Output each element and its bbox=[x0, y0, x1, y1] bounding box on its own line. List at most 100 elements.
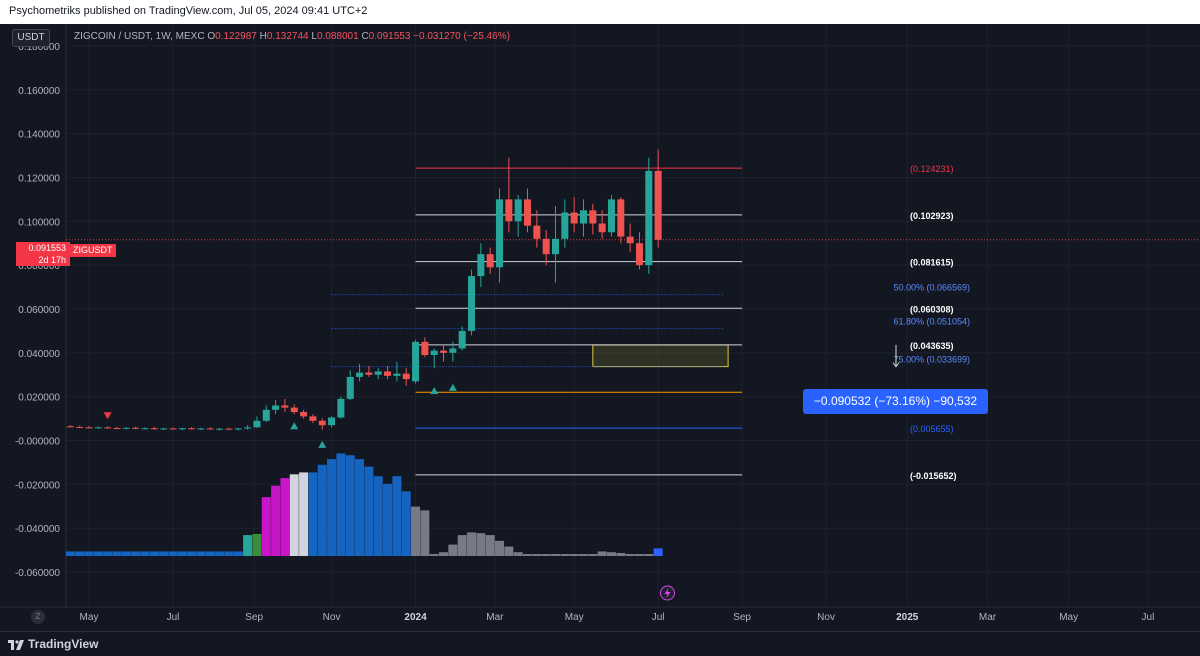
y-tick-label: 0.100000 bbox=[18, 217, 60, 228]
indicator-bar bbox=[532, 554, 542, 556]
ohlc-legend: ZIGCOIN / USDT, 1W, MEXC O0.122987 H0.13… bbox=[74, 31, 510, 42]
candle-body bbox=[150, 428, 158, 430]
candle-body bbox=[66, 426, 74, 428]
indicator-bar bbox=[308, 472, 318, 556]
indicator-bar bbox=[373, 476, 383, 556]
indicator-bar bbox=[65, 551, 75, 556]
indicator-bar bbox=[215, 551, 225, 556]
candle-body bbox=[290, 407, 298, 413]
publish-header: Psychometriks published on TradingView.c… bbox=[0, 0, 1200, 25]
legend-h-key: H bbox=[259, 31, 267, 42]
indicator-bar bbox=[224, 551, 234, 556]
candle-body bbox=[76, 426, 84, 428]
indicator-bar bbox=[616, 552, 626, 556]
candle-body bbox=[225, 428, 233, 430]
indicator-bar bbox=[177, 551, 187, 556]
indicator-bar bbox=[625, 554, 635, 556]
candle-body bbox=[458, 330, 466, 349]
candle-body bbox=[393, 373, 401, 376]
candle-body bbox=[356, 372, 364, 377]
indicator-bar bbox=[187, 551, 197, 556]
indicator-bar bbox=[159, 551, 169, 556]
candle-body bbox=[505, 199, 513, 222]
indicator-bar bbox=[634, 554, 644, 556]
legend-low: 0.088001 bbox=[316, 31, 359, 42]
candle-body bbox=[132, 427, 140, 429]
x-tick-label: Jul bbox=[167, 612, 180, 623]
candle-body bbox=[318, 420, 326, 426]
indicator-bar bbox=[523, 554, 533, 556]
level-label: (-0.015652) bbox=[910, 471, 957, 481]
candle-body bbox=[262, 409, 270, 421]
candle-body bbox=[374, 371, 382, 375]
level-label: (0.005655) bbox=[910, 424, 954, 434]
indicator-bar bbox=[140, 551, 150, 556]
y-tick-label: 0.140000 bbox=[18, 130, 60, 141]
indicator-bar bbox=[121, 551, 131, 556]
currency-button[interactable]: USDT bbox=[12, 29, 50, 47]
indicator-bar bbox=[429, 554, 439, 556]
candle-body bbox=[496, 199, 504, 268]
candle-body bbox=[122, 427, 130, 429]
indicator-bar bbox=[243, 535, 253, 556]
indicator-bar bbox=[560, 554, 570, 556]
measurement-label[interactable]: −0.090532 (−73.16%) −90,532 bbox=[803, 389, 988, 414]
reset-scale-button[interactable]: Z bbox=[31, 610, 45, 624]
chart-svg[interactable]: 0.180000 0.160000 0.140000 0.120000 0.100000… bbox=[0, 24, 1200, 631]
y-tick-label: -0.020000 bbox=[15, 480, 60, 491]
y-tick-label: 0.060000 bbox=[18, 305, 60, 316]
tradingview-logo-icon bbox=[8, 639, 24, 650]
candle-body bbox=[384, 371, 392, 376]
indicator-bar bbox=[476, 533, 486, 556]
indicator-bar bbox=[485, 535, 495, 556]
buy-signal-icon bbox=[290, 422, 299, 430]
indicator-bar bbox=[103, 551, 113, 556]
candle-body bbox=[113, 428, 121, 430]
candle-body bbox=[421, 341, 429, 356]
indicator-bar bbox=[345, 455, 355, 556]
candle-body bbox=[440, 350, 448, 353]
y-tick-label: -0.000000 bbox=[15, 437, 60, 448]
indicator-bar bbox=[364, 466, 374, 556]
indicator-bar bbox=[495, 540, 505, 556]
y-tick-label: 0.020000 bbox=[18, 393, 60, 404]
indicator-bar bbox=[93, 551, 103, 556]
candle-body bbox=[337, 398, 345, 418]
indicator-bar bbox=[606, 552, 616, 556]
indicator-bar bbox=[196, 551, 206, 556]
indicator-bar bbox=[131, 551, 141, 556]
x-tick-label: Mar bbox=[486, 612, 504, 623]
candle-body bbox=[104, 427, 112, 429]
candle-body bbox=[514, 199, 522, 222]
y-tick-label: -0.040000 bbox=[15, 524, 60, 535]
indicator-bar bbox=[168, 551, 178, 556]
candle-body bbox=[561, 212, 569, 239]
legend-c-key: C bbox=[361, 31, 369, 42]
buy-signal-icon bbox=[448, 383, 457, 391]
chart-area[interactable] bbox=[0, 24, 1200, 631]
y-tick-label: 0.160000 bbox=[18, 86, 60, 97]
publish-line: Psychometriks published on TradingView.c… bbox=[9, 5, 368, 17]
candle-body bbox=[449, 348, 457, 353]
candle-body bbox=[468, 276, 476, 331]
candle-body bbox=[160, 428, 168, 430]
indicator-bar bbox=[551, 554, 560, 556]
candle-body bbox=[589, 210, 597, 224]
indicator-bar bbox=[653, 548, 663, 556]
indicator-bar bbox=[588, 554, 598, 556]
indicator-bar bbox=[233, 551, 243, 556]
candle-body bbox=[85, 427, 93, 429]
buy-signal-icon bbox=[430, 387, 439, 395]
x-tick-label: Sep bbox=[245, 612, 263, 623]
candle-body bbox=[645, 170, 653, 266]
indicator-bar bbox=[457, 535, 467, 556]
candle-body bbox=[430, 350, 438, 356]
x-tick-label: Sep bbox=[733, 612, 751, 623]
candle-body bbox=[617, 199, 625, 237]
candle-body bbox=[94, 427, 102, 429]
candle-body bbox=[477, 254, 485, 277]
x-tick-label: Nov bbox=[817, 612, 835, 623]
y-tick-label: 0.040000 bbox=[18, 349, 60, 360]
measure-arrow-head bbox=[892, 362, 900, 368]
x-tick-label: May bbox=[80, 612, 99, 623]
